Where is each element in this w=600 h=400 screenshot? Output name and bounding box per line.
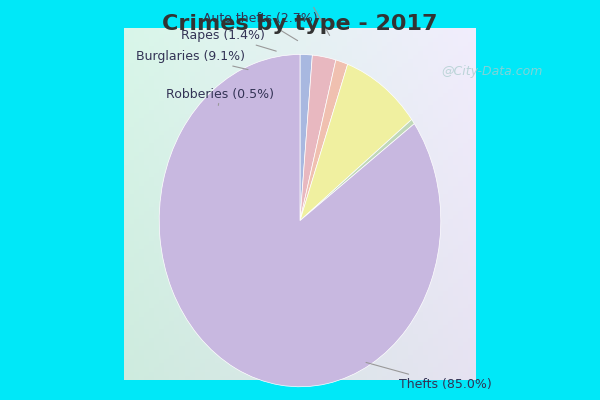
Text: Auto thefts (2.7%): Auto thefts (2.7%): [203, 12, 318, 41]
Text: Burglaries (9.1%): Burglaries (9.1%): [136, 50, 248, 70]
Text: Crimes by type - 2017: Crimes by type - 2017: [162, 14, 438, 34]
Wedge shape: [159, 54, 441, 387]
Wedge shape: [300, 64, 412, 221]
Text: Assaults (1.4%): Assaults (1.4%): [258, 0, 356, 36]
Wedge shape: [300, 55, 336, 221]
Wedge shape: [300, 60, 347, 221]
Text: Thefts (85.0%): Thefts (85.0%): [366, 362, 491, 391]
Text: @City-Data.com: @City-Data.com: [442, 66, 542, 78]
Text: Robberies (0.5%): Robberies (0.5%): [166, 88, 274, 106]
Wedge shape: [300, 54, 313, 221]
Wedge shape: [300, 120, 415, 221]
Text: Rapes (1.4%): Rapes (1.4%): [181, 28, 276, 51]
